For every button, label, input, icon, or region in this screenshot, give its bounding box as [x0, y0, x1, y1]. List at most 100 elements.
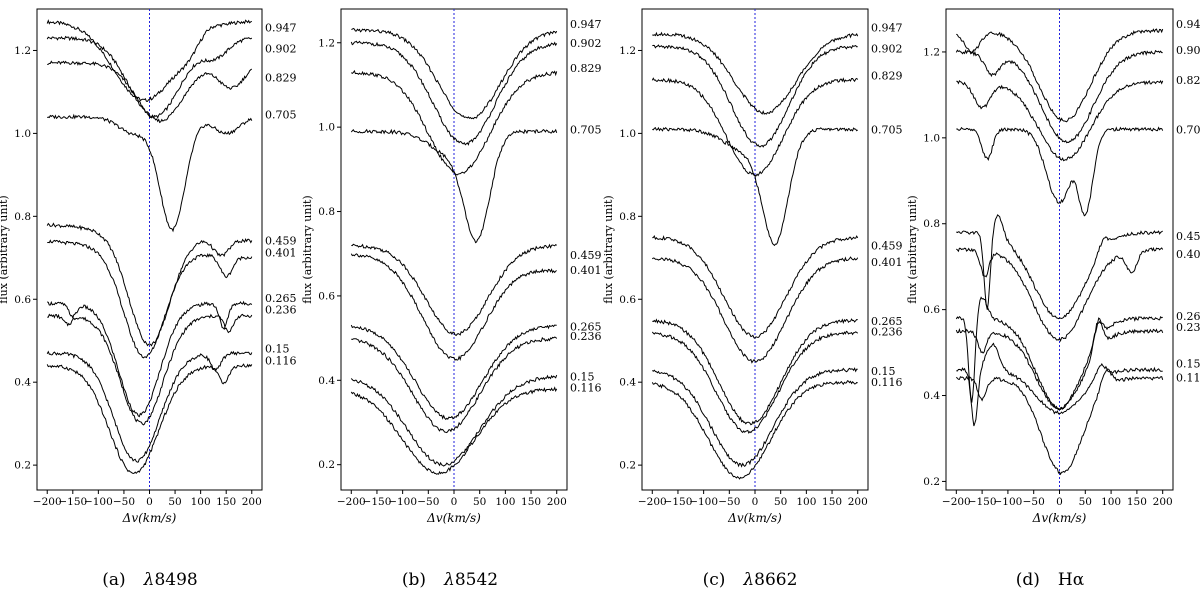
y-tick-label: 0.6 — [619, 294, 636, 306]
x-tick-label: 100 — [191, 496, 211, 508]
x-tick-label: −200 — [942, 496, 971, 508]
x-tick-label: −50 — [417, 496, 439, 508]
y-tick-label: 1.0 — [14, 128, 31, 140]
series-label: 0.902 — [1176, 44, 1200, 57]
series-label: 0.15 — [265, 343, 290, 356]
x-tick-label: 200 — [547, 496, 567, 508]
y-tick-label: 0.4 — [318, 375, 335, 387]
x-axis-label: Δv(km/s) — [727, 511, 782, 525]
series-label: 0.829 — [1176, 74, 1200, 87]
series-label: 0.705 — [570, 123, 602, 136]
series-label: 0.902 — [265, 42, 297, 55]
y-tick-label: 0.4 — [923, 390, 940, 402]
x-tick-label: 200 — [1153, 496, 1173, 508]
x-tick-label: 100 — [796, 496, 816, 508]
x-tick-label: 0 — [146, 496, 153, 508]
caption-a-letter: (a) — [102, 570, 126, 590]
series-label: 0.265 — [871, 315, 903, 328]
caption-b: (b) λ8542 — [300, 570, 600, 590]
series-line — [652, 126, 858, 247]
caption-d-letter: (d) — [1015, 570, 1040, 590]
series-line — [956, 28, 1164, 123]
x-tick-label: 100 — [495, 496, 515, 508]
x-tick-label: 50 — [168, 496, 181, 508]
series-label: 0.265 — [570, 320, 602, 333]
series-line — [956, 126, 1164, 217]
series-label: 0.401 — [871, 256, 903, 269]
x-tick-label: −150 — [363, 496, 392, 508]
series-label: 0.116 — [570, 381, 602, 394]
caption-d-symbol: Hα — [1057, 570, 1085, 590]
y-axis-label: flux (arbitrary unit) — [0, 195, 10, 303]
x-tick-label: 150 — [1127, 496, 1147, 508]
series-line — [46, 113, 253, 233]
x-axis-label: Δv(km/s) — [426, 511, 481, 525]
series-line — [652, 235, 859, 339]
y-tick-label: 1.2 — [14, 45, 31, 57]
series-label: 0.236 — [1176, 321, 1200, 334]
x-tick-label: 0 — [752, 496, 759, 508]
caption-b-letter: (b) — [401, 570, 427, 590]
x-tick-label: −50 — [1023, 496, 1045, 508]
y-tick-label: 0.4 — [619, 377, 636, 389]
series-line — [350, 386, 558, 475]
y-tick-label: 0.8 — [619, 211, 636, 223]
x-tick-label: −150 — [968, 496, 997, 508]
series-line — [46, 222, 253, 347]
panel-c: −200−150−100 −50 0 50 100 150 200 0.2 0.4 0.6 0.8 1… — [602, 8, 903, 525]
series-label: 0.116 — [265, 355, 297, 368]
caption-a-value: 8498 — [154, 570, 198, 590]
caption-c-letter: (c) — [702, 570, 726, 590]
y-tick-label: 0.2 — [14, 460, 31, 472]
series-line — [955, 368, 1164, 476]
series-line — [46, 363, 253, 475]
y-tick-label: 1.2 — [619, 45, 636, 57]
x-tick-label: 150 — [822, 496, 842, 508]
series-line — [351, 336, 558, 434]
x-tick-label: −200 — [638, 496, 667, 508]
panel-b: −200−150−100 −50 0 50 100 150 200 0.2 0.4 0.6 0.8 1… — [301, 8, 602, 525]
series-line — [46, 350, 253, 463]
series-line — [956, 214, 1163, 320]
caption-c: (c) λ8662 — [600, 570, 900, 590]
series-label: 0.902 — [871, 42, 903, 55]
series-label: 0.265 — [265, 292, 297, 305]
y-axis-label: flux (arbitrary unit) — [301, 195, 314, 303]
series-label: 0.459 — [570, 249, 602, 262]
series-label: 0.459 — [265, 234, 297, 247]
y-tick-label: 0.8 — [923, 218, 940, 230]
y-tick-label: 0.4 — [14, 377, 31, 389]
x-tick-label: −150 — [58, 496, 87, 508]
series-line — [652, 367, 858, 468]
series-label: 0.947 — [871, 22, 903, 35]
series-label: 0.829 — [570, 62, 602, 75]
series-line — [351, 27, 558, 120]
y-axis-label: flux (arbitrary unit) — [906, 195, 919, 303]
series-label: 0.947 — [570, 18, 602, 31]
x-tick-label: −100 — [689, 496, 718, 508]
series-label: 0.902 — [570, 37, 602, 50]
series-line — [350, 324, 557, 421]
x-tick-label: −100 — [388, 496, 417, 508]
caption-a-symbol: λ — [143, 570, 155, 590]
series-line — [956, 79, 1164, 162]
series-label: 0.459 — [1176, 230, 1200, 243]
x-tick-label: 200 — [242, 496, 262, 508]
series-label: 0.15 — [570, 371, 595, 384]
x-tick-label: −200 — [33, 496, 62, 508]
x-tick-label: −100 — [993, 496, 1022, 508]
series-label: 0.236 — [570, 330, 602, 343]
y-tick-label: 0.6 — [923, 304, 940, 316]
series-label: 0.116 — [871, 376, 903, 389]
y-tick-label: 0.2 — [923, 476, 940, 488]
series-line — [651, 380, 858, 480]
series-label: 0.15 — [1176, 357, 1200, 370]
series-line — [351, 243, 557, 337]
series-label: 0.705 — [1176, 123, 1200, 136]
series-line — [47, 60, 253, 124]
x-tick-label: −150 — [664, 496, 693, 508]
x-axis-label: Δv(km/s) — [122, 511, 177, 525]
series-line — [956, 246, 1164, 343]
series-label: 0.829 — [265, 71, 297, 84]
